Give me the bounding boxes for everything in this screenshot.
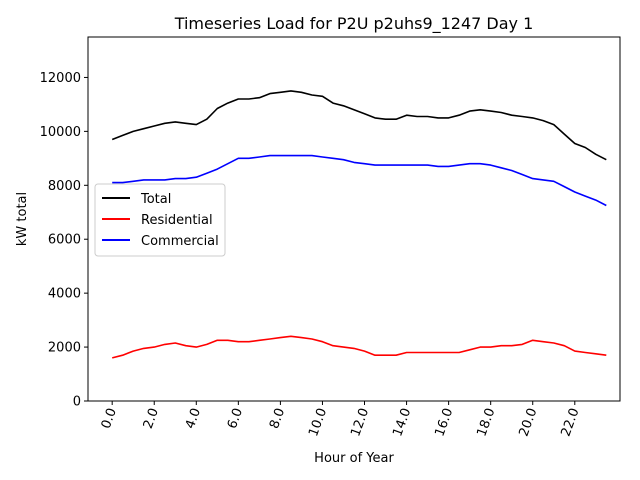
plot-area [87,36,621,402]
y-tick-label: 6000 [48,233,81,248]
x-tick-label: 0.0 [99,406,120,431]
legend-label-commercial: Commercial [141,234,219,249]
x-tick-label: 4.0 [183,406,204,431]
y-tick-label: 10000 [40,125,81,140]
legend: Total Residential Commercial [94,183,226,257]
series-line-residential [112,335,607,359]
y-tick-label: 8000 [48,179,81,194]
axes-frame [87,36,621,402]
y-tick-label: 12000 [40,71,81,86]
legend-label-total: Total [140,192,171,207]
y-tick-label: 2000 [48,341,81,356]
x-tick-label: 2.0 [141,406,162,431]
x-axis-ticks: 0.0 2.0 4.0 6.0 8.0 10.0 12.0 14.0 16.0 18.0 20.0 2… [99,401,583,439]
y-tick-label: 4000 [48,287,81,302]
y-axis-label: kW total [15,192,30,246]
y-axis-ticks: 0 2000 4000 6000 8000 10000 12000 [40,71,88,410]
x-tick-label: 6.0 [225,406,246,431]
chart-title: Timeseries Load for P2U p2uhs9_1247 Day … [174,14,534,34]
legend-label-residential: Residential [141,213,213,228]
x-tick-label: 8.0 [267,406,288,431]
legend-box [94,183,226,257]
y-tick-label: 0 [73,395,81,410]
x-axis-label: Hour of Year [314,451,394,466]
series-line-commercial [112,154,607,207]
series-line-total [111,90,607,161]
series-group [111,90,607,359]
